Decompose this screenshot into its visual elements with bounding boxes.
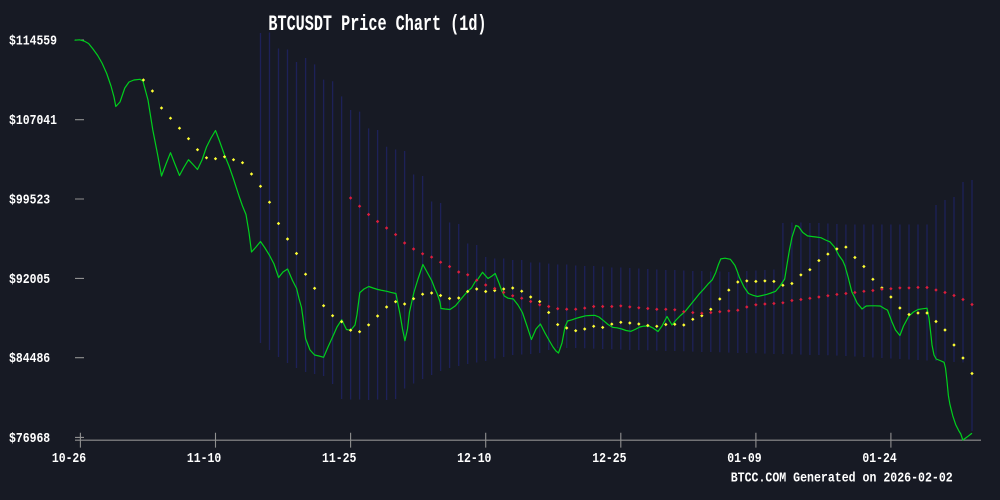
svg-text:BTCC.COM Generated on 2026-02-: BTCC.COM Generated on 2026-02-02: [731, 470, 953, 486]
svg-text:$114559: $114559: [9, 32, 57, 48]
svg-text:11-25: 11-25: [322, 450, 356, 466]
svg-text:11-10: 11-10: [187, 450, 221, 466]
svg-text:$76968: $76968: [9, 430, 50, 446]
svg-text:$92005: $92005: [9, 271, 50, 287]
svg-text:$107041: $107041: [9, 112, 57, 128]
svg-text:01-24: 01-24: [862, 450, 897, 466]
svg-text:10-26: 10-26: [52, 450, 86, 466]
svg-text:12-25: 12-25: [592, 450, 626, 466]
svg-text:12-10: 12-10: [457, 450, 491, 466]
svg-text:$99523: $99523: [9, 191, 50, 207]
svg-text:$84486: $84486: [9, 350, 50, 366]
svg-text:BTCUSDT Price Chart (1d): BTCUSDT Price Chart (1d): [268, 11, 486, 37]
svg-text:01-09: 01-09: [727, 450, 761, 466]
